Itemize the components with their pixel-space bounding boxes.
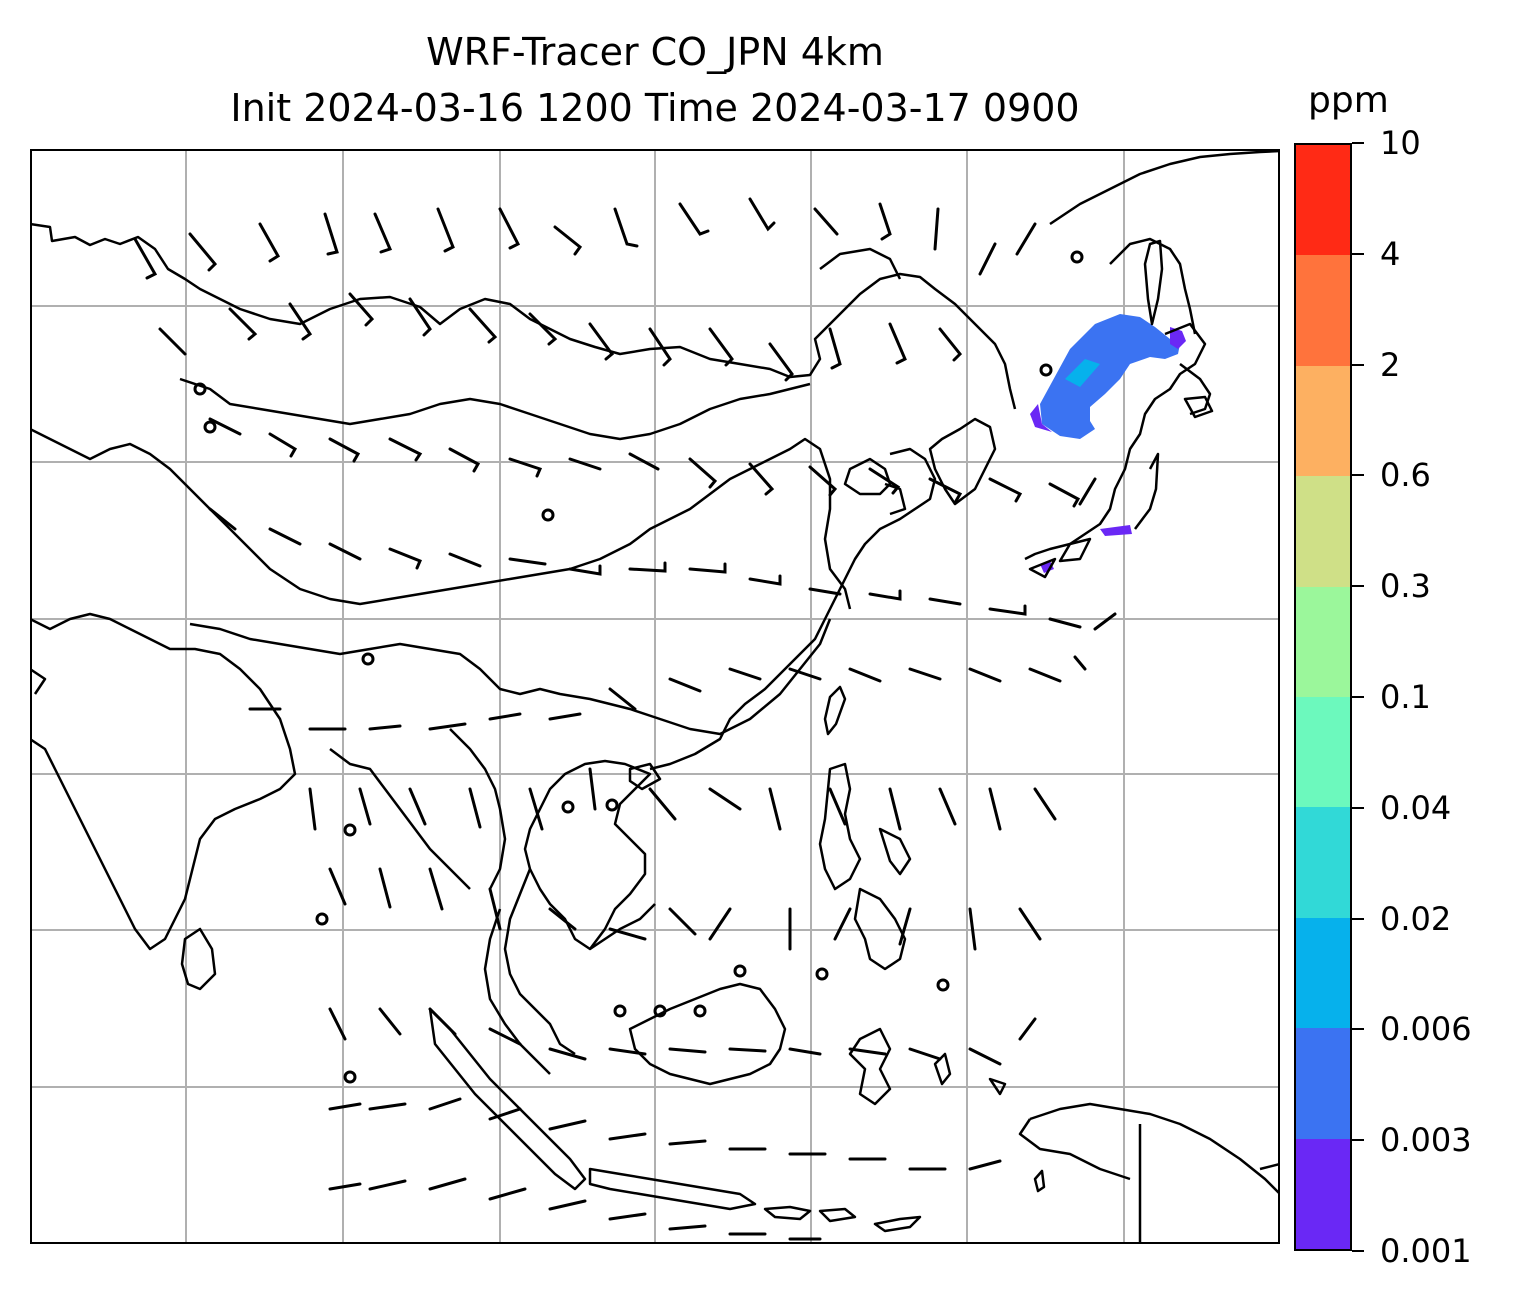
map-border (30, 149, 1280, 1244)
colorbar-tick (1352, 806, 1364, 809)
colorbar-tick-label: 0.3 (1380, 567, 1431, 606)
wind-barbs (133, 197, 1117, 1241)
colorbar-tick (1352, 363, 1364, 366)
colorbar-tick (1352, 585, 1364, 588)
colorbar-segment (1296, 696, 1350, 808)
colorbar-tick (1352, 474, 1364, 477)
colorbar-tick (1352, 917, 1364, 920)
colorbar-tick-label: 4 (1380, 234, 1401, 273)
colorbar-segment (1296, 144, 1350, 256)
colorbar-tick-label: 0.02 (1380, 899, 1452, 938)
colorbar-segment (1296, 1138, 1350, 1249)
co-plume (1030, 314, 1186, 573)
colorbar-tick-label: 0.6 (1380, 456, 1431, 495)
colorbar-tick (1352, 142, 1364, 144)
coastlines (30, 149, 1280, 1244)
colorbar-tick-label: 0.1 (1380, 678, 1431, 716)
gridlines (30, 149, 1280, 1244)
colorbar-segment (1296, 917, 1350, 1029)
colorbar-tick-label: 0.04 (1380, 788, 1452, 827)
colorbar-tick (1352, 1250, 1364, 1252)
map-title: WRF-Tracer CO_JPN 4km (426, 30, 884, 74)
colorbar-segment (1296, 586, 1350, 697)
colorbar-segment (1296, 365, 1350, 477)
calm-markers (193, 250, 1084, 1084)
colorbar-tick (1352, 1028, 1364, 1031)
colorbar-tick-label: 10 (1380, 124, 1421, 162)
colorbar-segment (1296, 255, 1350, 366)
map-panel (30, 149, 1280, 1244)
colorbar (1294, 143, 1352, 1251)
colorbar-segment (1296, 807, 1350, 918)
colorbar-tick (1352, 252, 1364, 255)
colorbar-unit: ppm (1308, 80, 1389, 121)
colorbar-tick-label: 0.006 (1380, 1010, 1472, 1049)
colorbar-tick-label: 0.003 (1380, 1121, 1472, 1160)
colorbar-tick-label: 0.001 (1380, 1232, 1472, 1270)
colorbar-segment (1296, 476, 1350, 587)
colorbar-tick-label: 2 (1380, 345, 1401, 384)
colorbar-tick (1352, 696, 1364, 698)
colorbar-tick (1352, 1139, 1364, 1142)
colorbar-segment (1296, 1028, 1350, 1139)
map-subtitle: Init 2024-03-16 1200 Time 2024-03-17 090… (230, 86, 1080, 130)
